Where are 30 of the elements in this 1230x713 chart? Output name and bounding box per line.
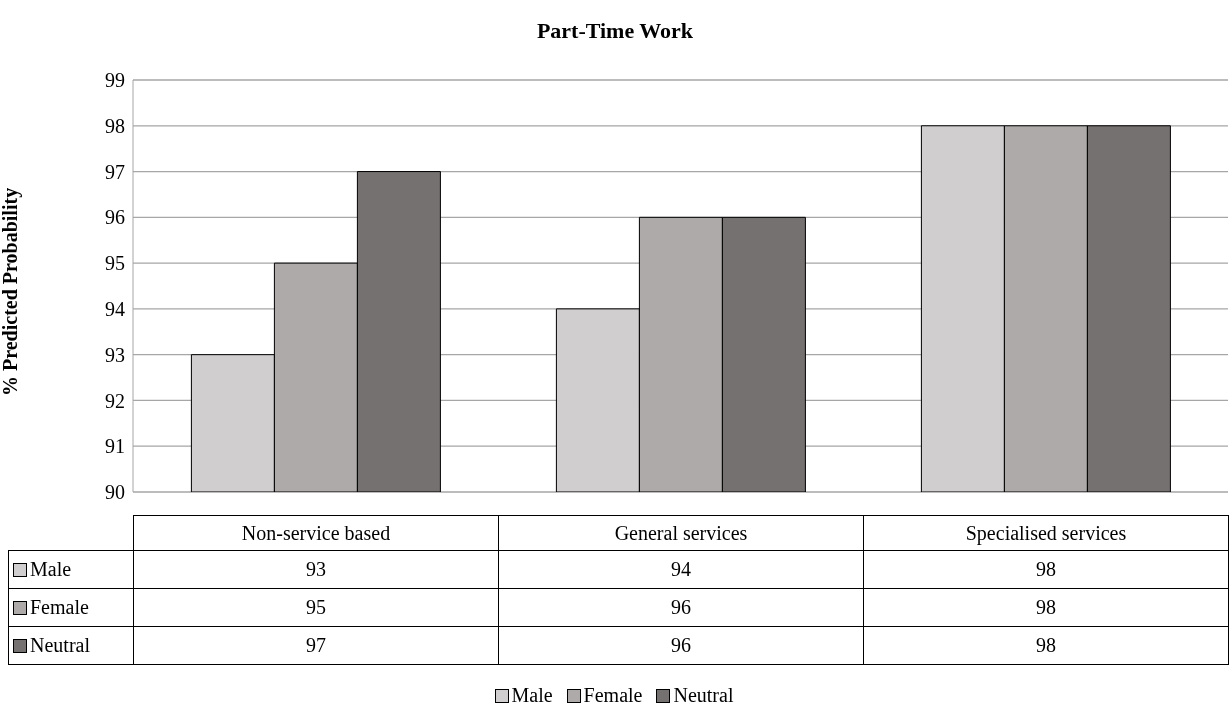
text: Neutral xyxy=(30,634,90,656)
data-label: 94 xyxy=(498,550,864,589)
x-tick-label: General services xyxy=(498,515,864,551)
text: Male xyxy=(511,684,553,706)
legend-label: Male xyxy=(8,550,134,589)
x-tick-label: Non-service based xyxy=(133,515,499,551)
data-label: 96 xyxy=(498,588,864,627)
y-tick-label: 96 xyxy=(105,206,125,229)
y-tick-label: 91 xyxy=(105,435,125,458)
data-label: 98 xyxy=(863,626,1229,665)
data-label: 96 xyxy=(498,626,864,665)
y-tick-label: 99 xyxy=(105,69,125,92)
y-tick-label: 98 xyxy=(105,114,125,137)
y-tick-label: 90 xyxy=(105,481,125,504)
y-tick-label: 94 xyxy=(105,297,125,320)
y-tick-label: 97 xyxy=(105,160,125,183)
legend-label: Female xyxy=(582,684,643,707)
legend-label: Neutral xyxy=(672,684,734,707)
y-axis-title: % Predicted Probability xyxy=(0,187,23,396)
y-tick-label: 92 xyxy=(105,389,125,412)
y-tick-label: 93 xyxy=(105,343,125,366)
text: Female xyxy=(30,596,89,618)
y-tick-label: 95 xyxy=(105,252,125,275)
data-label: 98 xyxy=(863,550,1229,589)
data-label: 98 xyxy=(863,588,1229,627)
data-label: 93 xyxy=(133,550,499,589)
chart-title: Part-Time Work xyxy=(535,18,695,44)
data-label: 95 xyxy=(133,588,499,627)
x-tick-label: Specialised services xyxy=(863,515,1229,551)
data-label: 97 xyxy=(133,626,499,665)
